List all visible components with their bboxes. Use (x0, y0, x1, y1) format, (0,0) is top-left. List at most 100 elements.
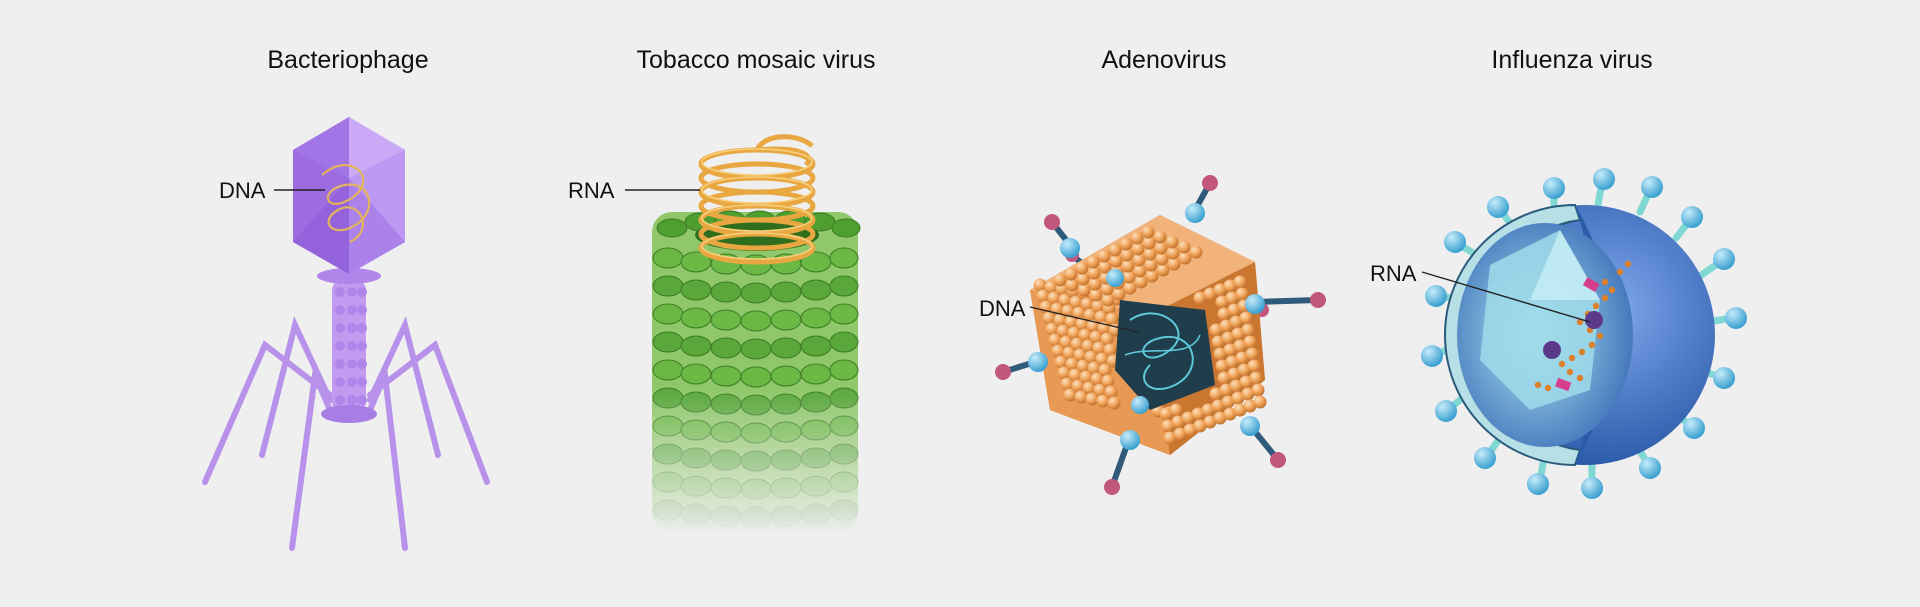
capsomere-sphere (1036, 289, 1050, 303)
influenza-virus-title: Influenza virus (1491, 46, 1653, 74)
capsomere-sphere (1053, 273, 1067, 287)
capsomere-sphere (1227, 367, 1241, 381)
capsomere-sphere (1069, 295, 1083, 309)
capsomere-sphere (1225, 355, 1239, 369)
capsomere-sphere (1056, 324, 1070, 338)
capsomere-sphere (1108, 243, 1122, 257)
capsomere-sphere (1075, 261, 1089, 275)
tobacco-mosaic-virus-illustration (625, 134, 870, 540)
capsomere-sphere (1084, 350, 1098, 364)
capsomere-sphere (1112, 287, 1126, 301)
capsomere-sphere (1047, 291, 1061, 305)
capsomere-sphere (1064, 315, 1078, 329)
capsomere-sphere (1091, 299, 1105, 313)
capsomere-sphere (1051, 344, 1065, 358)
capsomere-sphere (1156, 263, 1170, 277)
capsomere-sphere (1089, 288, 1103, 302)
capsomere-sphere (1059, 335, 1073, 349)
capsomere-sphere (1231, 391, 1245, 405)
capsomere-sphere (1133, 264, 1147, 278)
capsomere-sphere (1100, 282, 1114, 296)
capsomere-sphere (1163, 431, 1177, 445)
capsomere-sphere (1145, 269, 1159, 283)
capsomere-sphere (1076, 359, 1090, 373)
capsomere-sphere (1229, 315, 1243, 329)
adenovirus-illustration (995, 175, 1326, 495)
capsomere-sphere (1245, 347, 1259, 361)
capsomere-sphere (1173, 427, 1187, 441)
capsomere-sphere (1193, 291, 1207, 305)
capsomere-sphere (1203, 287, 1217, 301)
capsomere-sphere (1098, 260, 1112, 274)
capsomere-sphere (1177, 240, 1191, 254)
capsomere-sphere (1201, 403, 1215, 417)
capsomere-sphere (1079, 370, 1093, 384)
capsomere-sphere (1130, 231, 1144, 245)
bacteriophage-illustration (202, 117, 490, 551)
capsomere-sphere (1082, 381, 1096, 395)
capsomere-sphere (1217, 371, 1231, 385)
capsomere-sphere (1075, 317, 1089, 331)
capsomere-sphere (1120, 248, 1134, 262)
capsomere-sphere (1065, 357, 1079, 371)
capsomere-sphere (1105, 312, 1119, 326)
capsomere-sphere (1219, 319, 1233, 333)
capsomere-sphere (1095, 352, 1109, 366)
capsomere-sphere (1071, 379, 1085, 393)
capsomere-sphere (1076, 272, 1090, 286)
capsomere-sphere (1223, 343, 1237, 357)
capsomere-sphere (1241, 387, 1255, 401)
capsomere-sphere (1241, 323, 1255, 337)
influenza-virus-illustration (1421, 168, 1747, 499)
capsomere-sphere (1097, 249, 1111, 263)
capsomere-sphere (1101, 293, 1115, 307)
capsomere-sphere (1057, 366, 1071, 380)
capsomere-sphere (1249, 371, 1263, 385)
capsomere-sphere (1243, 335, 1257, 349)
capsomere-sphere (1233, 403, 1247, 417)
capsomere-sphere (1183, 423, 1197, 437)
capsomere-sphere (1083, 308, 1097, 322)
capsomere-sphere (1086, 255, 1100, 269)
capsomere-sphere (1223, 407, 1237, 421)
capsomere-sphere (1087, 266, 1101, 280)
capsomere-sphere (1063, 388, 1077, 402)
capsomere-sphere (1217, 307, 1231, 321)
capsomere-sphere (1233, 275, 1247, 289)
capsomere-sphere (1231, 327, 1245, 341)
capsomere-sphere (1229, 379, 1243, 393)
capsomere-sphere (1189, 245, 1203, 259)
capsomere-sphere (1073, 348, 1087, 362)
capsomere-sphere (1213, 411, 1227, 425)
capsomere-sphere (1123, 281, 1137, 295)
capsomere-sphere (1100, 332, 1114, 346)
capsomere-sphere (1103, 343, 1117, 357)
capsomere-sphere (1235, 287, 1249, 301)
capsomere-sphere (1167, 257, 1181, 271)
capsomere-sphere (1237, 363, 1251, 377)
capsomere-sphere (1209, 323, 1223, 337)
capsomere-sphere (1087, 361, 1101, 375)
capsomere-sphere (1119, 237, 1133, 251)
capsomere-sphere (1096, 394, 1110, 408)
capsomere-sphere (1239, 375, 1253, 389)
capsomere-sphere (1171, 415, 1185, 429)
capsomere-sphere (1074, 390, 1088, 404)
capsomere-sphere (1161, 419, 1175, 433)
capsomere-sphere (1092, 341, 1106, 355)
capsomere-sphere (1225, 291, 1239, 305)
capsomere-sphere (1053, 313, 1067, 327)
bacteriophage-dna-label: DNA (219, 178, 266, 203)
capsomere-sphere (1132, 253, 1146, 267)
capsomere-sphere (1143, 247, 1157, 261)
capsomere-sphere (1221, 395, 1235, 409)
capsomere-sphere (1104, 385, 1118, 399)
capsomere-sphere (1090, 372, 1104, 386)
influenza-rna-label: RNA (1370, 261, 1417, 286)
capsomere-sphere (1211, 399, 1225, 413)
capsomere-sphere (1181, 411, 1195, 425)
capsomere-sphere (1134, 275, 1148, 289)
capsomere-sphere (1251, 383, 1265, 397)
capsomere-sphere (1243, 399, 1257, 413)
